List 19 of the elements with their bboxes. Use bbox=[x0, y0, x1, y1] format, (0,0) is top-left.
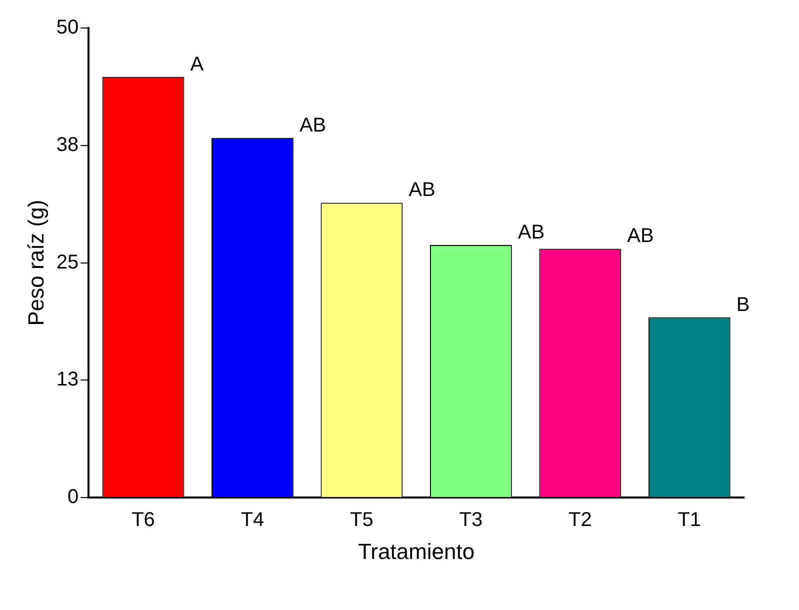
x-tick-label: T2 bbox=[568, 509, 592, 532]
x-axis-title: Tratamiento bbox=[358, 538, 475, 564]
annotation: AB bbox=[627, 225, 654, 248]
y-axis-title: Peso raíz (g) bbox=[23, 200, 48, 326]
y-tick-label: 13 bbox=[56, 368, 79, 391]
x-tick-label: T6 bbox=[132, 509, 155, 532]
x-tick-label: T4 bbox=[240, 509, 264, 532]
y-tick-label: 25 bbox=[56, 251, 79, 274]
annotation: B bbox=[736, 294, 750, 316]
y-tick-label: 38 bbox=[56, 134, 79, 156]
annotation: A bbox=[190, 53, 204, 76]
y-tick-label: 0 bbox=[68, 486, 79, 508]
x-tick-label: T1 bbox=[678, 509, 702, 532]
annotation: AB bbox=[299, 114, 326, 136]
y-tick-label: 50 bbox=[56, 16, 79, 39]
x-tick-label: T5 bbox=[350, 509, 374, 532]
annotation: AB bbox=[408, 179, 436, 202]
annotation: AB bbox=[518, 221, 545, 244]
x-tick-label: T3 bbox=[459, 509, 483, 532]
